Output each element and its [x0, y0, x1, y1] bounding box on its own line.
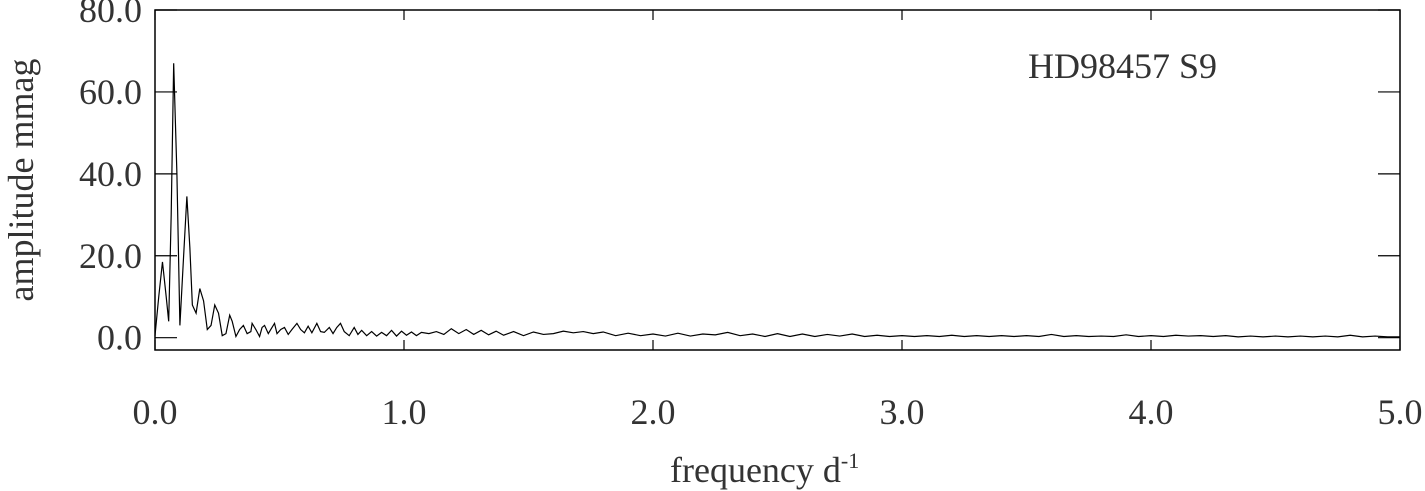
y-tick-label: 0.0 — [97, 318, 142, 358]
spectrum-series-line — [154, 63, 1400, 339]
x-axis-label: frequency d-1 — [670, 448, 859, 490]
y-tick-label: 20.0 — [79, 236, 142, 276]
y-tick-label: 60.0 — [79, 72, 142, 112]
x-tick-label: 5.0 — [1378, 392, 1423, 432]
x-axis: 0.0 1.0 2.0 3.0 4.0 5.0 — [133, 10, 1423, 432]
star-label-annotation: HD98457 S9 — [1028, 46, 1217, 86]
x-tick-label: 2.0 — [631, 392, 676, 432]
x-tick-label: 0.0 — [133, 392, 178, 432]
plot-frame — [154, 9, 1401, 351]
y-axis-label: amplitude mmag — [1, 59, 41, 302]
x-axis-label-superscript: -1 — [841, 448, 859, 473]
x-tick-label: 4.0 — [1129, 392, 1174, 432]
y-tick-label: 40.0 — [79, 154, 142, 194]
x-tick-label: 3.0 — [880, 392, 925, 432]
y-axis: 0.0 20.0 40.0 60.0 80.0 — [79, 0, 1400, 358]
x-tick-label: 1.0 — [382, 392, 427, 432]
y-tick-label: 80.0 — [79, 0, 142, 30]
x-axis-label-text: frequency d — [670, 450, 841, 490]
